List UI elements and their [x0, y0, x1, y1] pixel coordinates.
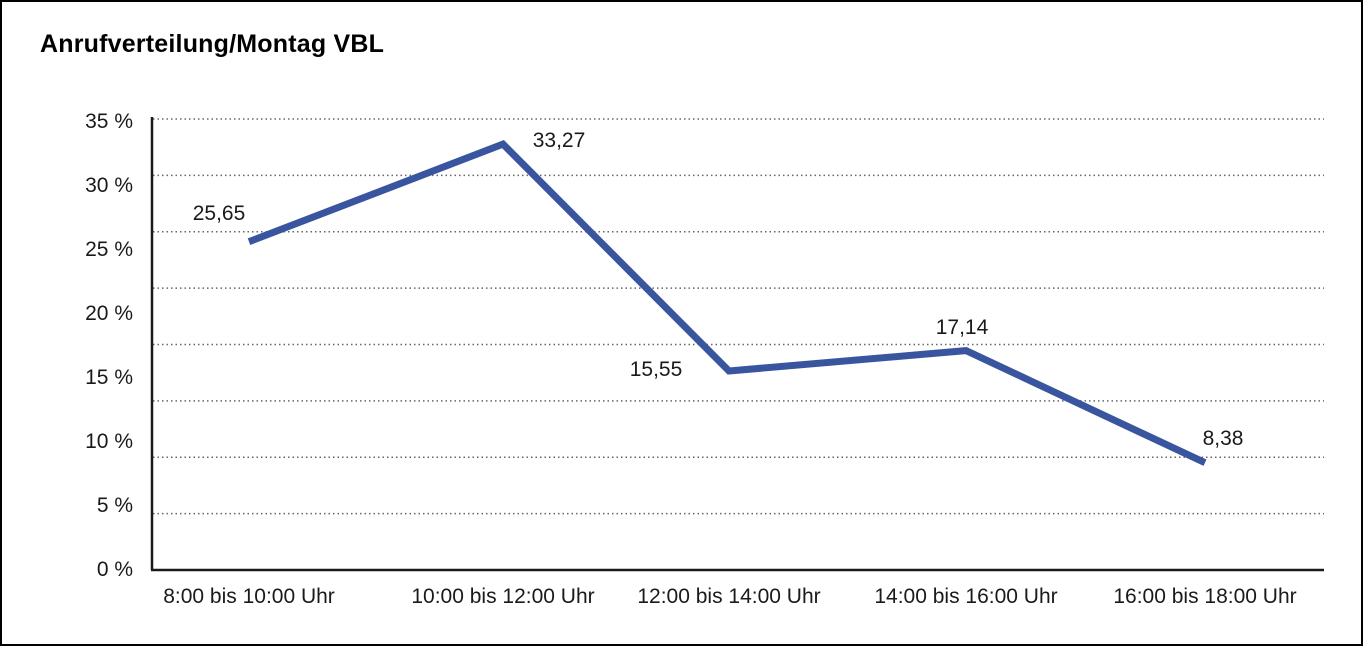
x-axis-label: 12:00 bis 14:00 Uhr — [637, 585, 821, 608]
chart-title: Anrufverteilung/Montag VBL — [40, 30, 385, 58]
x-axis-label: 10:00 bis 12:00 Uhr — [411, 585, 595, 608]
y-tick-label: 30 % — [85, 174, 133, 197]
data-point-label: 33,27 — [532, 129, 586, 153]
y-tick-label: 25 % — [85, 238, 133, 261]
x-axis-label: 16:00 bis 18:00 Uhr — [1113, 585, 1297, 608]
data-point-label: 17,14 — [935, 315, 989, 339]
y-tick-label: 35 % — [85, 110, 133, 133]
data-series-line — [247, 140, 1207, 466]
x-axis-label: 14:00 bis 16:00 Uhr — [874, 585, 1058, 608]
y-tick-label: 15 % — [85, 366, 133, 389]
y-tick-label: 20 % — [85, 302, 133, 325]
data-point-label: 15,55 — [629, 357, 683, 381]
data-point-label: 25,65 — [192, 201, 246, 225]
y-tick-label: 0 % — [96, 558, 133, 581]
y-tick-label: 10 % — [85, 430, 133, 453]
data-point-label: 8,38 — [1202, 426, 1244, 450]
y-tick-label: 5 % — [96, 494, 133, 517]
x-axis-label: 8:00 bis 10:00 Uhr — [163, 585, 335, 608]
